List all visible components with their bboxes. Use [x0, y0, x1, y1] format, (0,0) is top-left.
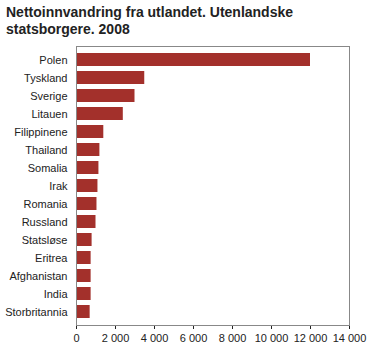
svg-text:India: India: [44, 288, 69, 300]
svg-text:Eritrea: Eritrea: [35, 252, 68, 264]
html-text:Nettoinnvandring fra utlandet.: Nettoinnvandring fra utlandet. Utenlands…: [6, 4, 293, 37]
svg-text:0: 0: [73, 332, 79, 344]
svg-text:4 000: 4 000: [141, 332, 169, 344]
svg-text:6 000: 6 000: [180, 332, 208, 344]
svg-text:Polen: Polen: [39, 54, 67, 66]
svg-text:Sverige: Sverige: [30, 90, 67, 102]
svg-text:Filippinene: Filippinene: [14, 126, 67, 138]
svg-text:12 000: 12 000: [294, 332, 328, 344]
svg-text:Irak: Irak: [49, 180, 68, 192]
svg-text:Russland: Russland: [22, 216, 68, 228]
svg-text:Tyskland: Tyskland: [24, 72, 67, 84]
svg-text:Litauen: Litauen: [31, 108, 67, 120]
svg-text:Somalia: Somalia: [28, 162, 69, 174]
svg-text:Afghanistan: Afghanistan: [9, 270, 67, 282]
svg-text:10 000: 10 000: [255, 332, 289, 344]
svg-text:Romania: Romania: [23, 198, 68, 210]
svg-text:2 000: 2 000: [102, 332, 130, 344]
svg-text:14 000: 14 000: [333, 332, 367, 344]
svg-text:Storbritannia: Storbritannia: [5, 306, 68, 318]
svg-text:8 000: 8 000: [219, 332, 247, 344]
svg-text:Statsløse: Statsløse: [22, 234, 68, 246]
svg-text:Thailand: Thailand: [25, 144, 67, 156]
